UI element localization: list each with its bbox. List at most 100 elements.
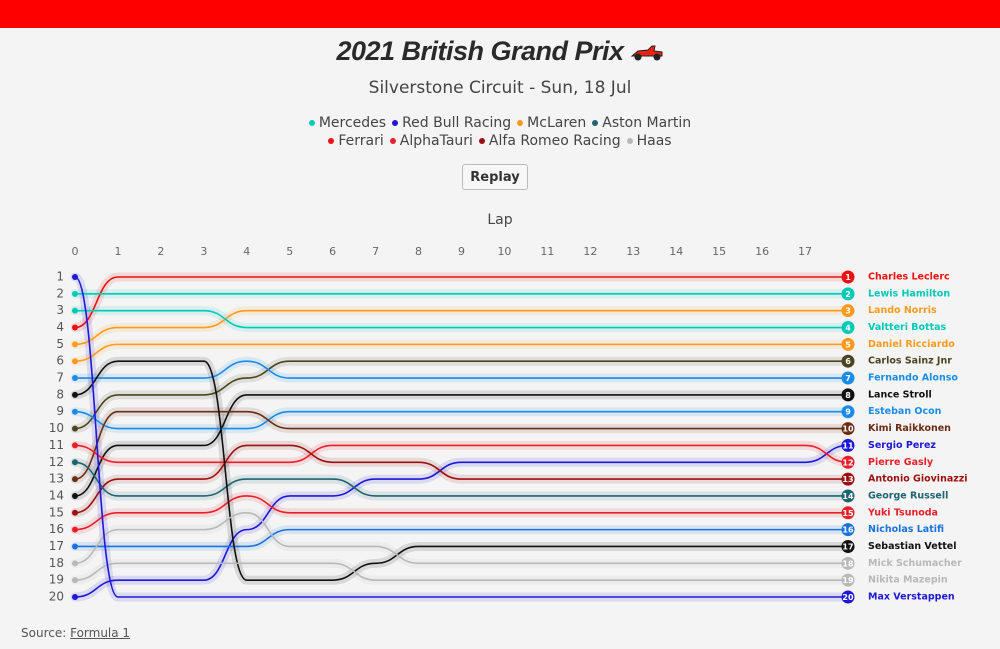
y-tick-label: 16 [49,522,64,536]
start-marker [72,442,78,449]
x-tick-label: 16 [755,245,769,258]
end-marker [841,405,855,419]
y-tick-label: 10 [49,421,64,435]
end-marker [841,489,855,503]
position-line [74,444,849,598]
x-tick-label: 5 [286,245,293,258]
x-tick-label: 17 [798,245,812,258]
line-halo [70,508,853,568]
x-tick-label: 0 [72,245,79,258]
legend-dot [626,138,633,144]
start-marker [72,274,78,280]
end-position-label: 18 [842,559,854,568]
legend-label: Red Bull Racing [402,115,512,131]
position-line [74,410,848,430]
end-marker [841,472,855,486]
legend-dot [592,120,599,126]
driver-label: Daniel Ricciardo [868,339,955,350]
end-marker [841,371,855,385]
x-tick-label: 13 [626,245,640,258]
position-line [74,360,848,430]
start-marker [72,476,78,483]
y-tick-label: 17 [49,539,64,553]
position-line [74,410,848,480]
position-line [75,360,848,379]
end-position-label: 19 [842,576,854,585]
y-tick-label: 5 [56,337,64,351]
position-line [74,461,848,497]
legend-item: AlphaTauri [389,132,473,150]
end-position-label: 17 [842,542,853,551]
y-tick-label: 15 [49,505,64,519]
end-position-label: 1 [845,273,851,282]
source-link[interactable]: Formula 1 [70,626,131,640]
end-position-label: 16 [842,526,854,535]
start-marker [72,307,78,314]
x-tick-label: 7 [372,245,379,258]
x-tick-label: 12 [583,245,597,258]
position-line [74,444,849,464]
line-layer [74,276,849,598]
position-line [74,511,848,565]
end-marker [841,321,855,335]
start-marker [72,358,78,365]
driver-label: Lewis Hamilton [868,288,950,299]
legend-dot [478,138,485,144]
driver-label: Sergio Perez [868,440,936,451]
legend-label: McLaren [527,115,587,131]
driver-label: Nikita Mazepin [868,575,948,586]
x-tick-label: 10 [497,245,511,258]
end-position-label: 14 [842,492,854,501]
end-position-label: 5 [845,340,851,349]
end-position-label: 12 [842,458,853,467]
top-bar [0,0,1000,28]
legend-dot [308,120,315,126]
title-row: 2021 British Grand Prix [0,36,1000,67]
start-marker [72,594,78,600]
driver-label: Nicholas Latifi [868,524,944,535]
driver-label: George Russell [868,490,948,501]
driver-label: Yuki Tsunoda [867,507,938,518]
end-marker [841,270,855,284]
driver-label: Esteban Ocon [868,406,942,417]
x-tick-label: 3 [200,245,207,258]
replay-button[interactable]: Replay [462,164,528,190]
start-marker [72,408,78,415]
legend-dot [328,138,335,144]
legend-item: Ferrari [328,132,384,150]
legend-item: Alfa Romeo Racing [478,132,621,150]
end-position-label: 8 [845,391,851,400]
x-tick-label: 4 [243,245,250,258]
start-marker [72,290,78,297]
end-marker [841,438,855,452]
x-tick-label: 1 [114,245,121,258]
legend-label: Aston Martin [602,115,692,131]
y-tick-label: 14 [49,488,64,502]
y-tick-label: 7 [56,371,64,385]
y-tick-label: 18 [49,556,64,570]
start-marker [72,492,78,499]
end-position-label: 2 [845,290,851,299]
chart-title: 2021 British Grand Prix [336,36,624,66]
x-tick-label: 11 [540,245,554,258]
driver-label: Charles Leclerc [868,272,950,283]
y-tick-label: 20 [49,590,64,604]
end-position-label: 7 [845,374,851,383]
start-marker [72,425,78,432]
end-position-label: 11 [842,441,854,450]
x-tick-label: 14 [669,245,683,258]
end-marker [841,304,855,318]
legend-dot [389,138,396,144]
position-line [74,276,848,329]
position-line [74,444,848,514]
x-axis-label: Lap [487,212,513,228]
source-label: Source: [21,626,67,640]
y-tick-label: 12 [49,455,64,469]
legend-label: Alfa Romeo Racing [488,133,621,149]
start-marker [72,509,78,516]
driver-label: Pierre Gasly [868,457,934,468]
y-tick-label: 2 [56,286,64,300]
position-line [74,495,848,531]
car-icon [630,45,663,61]
